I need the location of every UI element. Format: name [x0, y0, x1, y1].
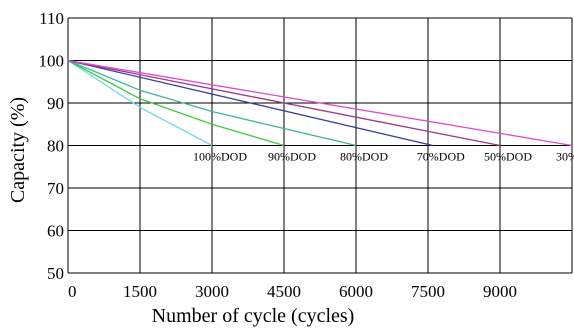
series-label: 50%DOD	[484, 150, 532, 164]
series-lines	[67, 59, 573, 147]
y-axis-title: Capacity (%)	[7, 97, 29, 203]
tick-labels: 50 60 70 80 90 100 110 0 1500 3000 4500 6000 7500 900…	[39, 9, 518, 301]
y-tick-label: 60	[47, 222, 64, 241]
series-line-50pct-dod	[67, 59, 501, 147]
x-tick-label: 6000	[339, 282, 373, 301]
series-label: 100%DOD	[193, 150, 247, 164]
series-label: 80%DOD	[340, 150, 388, 164]
series-label: 90%DOD	[268, 150, 316, 164]
series-label: 70%DOD	[417, 150, 465, 164]
series-label: 30%DOD	[556, 150, 574, 164]
series-line-100pct-dod	[67, 59, 213, 147]
x-tick-label: 1500	[123, 282, 157, 301]
x-tick-label: 4500	[267, 282, 301, 301]
x-tick-label: 3000	[195, 282, 229, 301]
x-axis-title: Number of cycle (cycles)	[152, 305, 355, 327]
series-line-80pct-dod	[67, 59, 357, 147]
y-tick-label: 70	[47, 179, 64, 198]
y-tick-label: 80	[47, 137, 64, 156]
x-tick-label: 7500	[411, 282, 445, 301]
y-tick-label: 50	[47, 264, 64, 283]
y-tick-label: 100	[39, 52, 65, 71]
series-line-90pct-dod	[67, 59, 285, 147]
x-tick-label: 0	[68, 282, 77, 301]
series-labels: 100%DOD 90%DOD 80%DOD 70%DOD 50%DOD 30%DOD	[193, 150, 574, 164]
grid-lines	[67, 17, 573, 274]
y-tick-label: 90	[47, 94, 64, 113]
series-line-30pct-dod	[67, 59, 573, 147]
y-tick-label: 110	[39, 9, 64, 28]
series-line-70pct-dod	[67, 59, 433, 147]
x-tick-label: 9000	[483, 282, 517, 301]
